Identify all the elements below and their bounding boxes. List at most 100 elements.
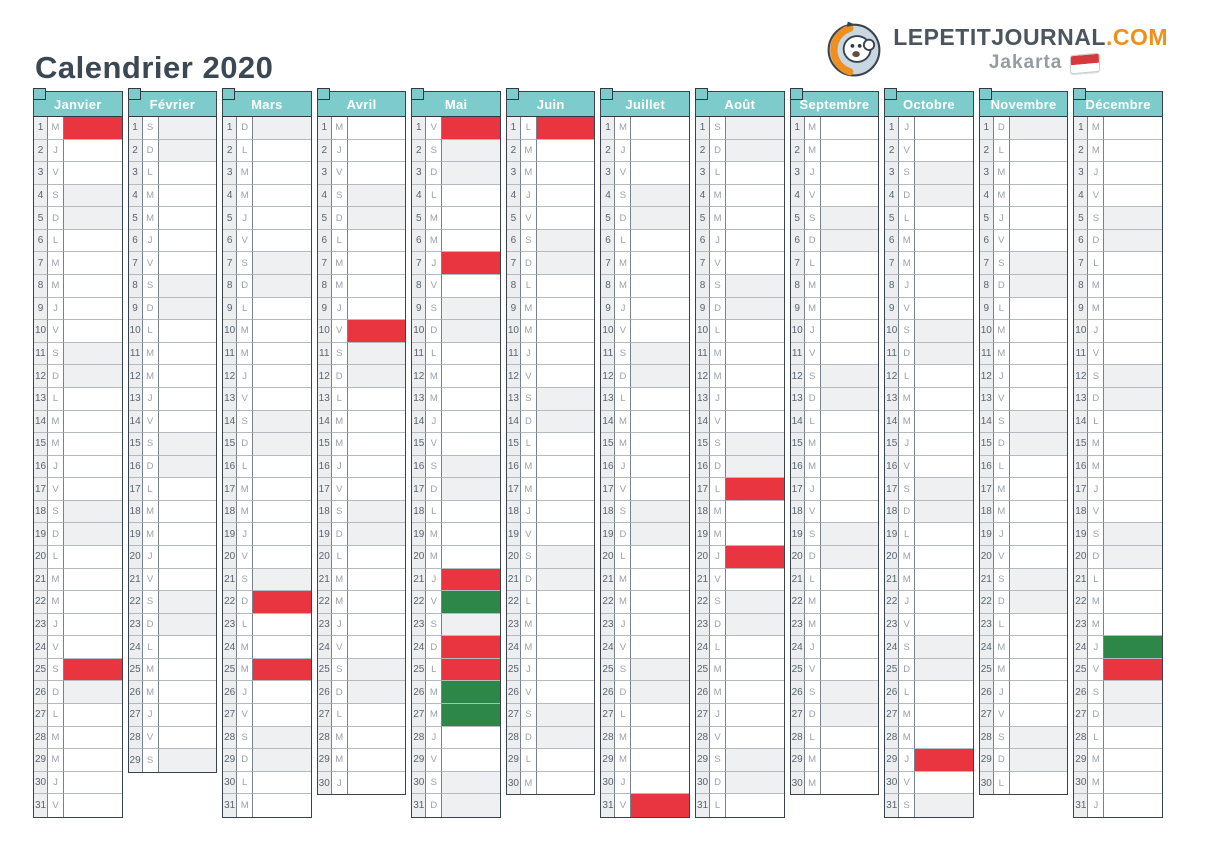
day-letter-cell: V	[993, 545, 1010, 569]
day-note-cell	[536, 252, 595, 276]
day-number-cell: 9	[223, 297, 238, 321]
day-note-cell	[1104, 320, 1162, 343]
day-note-cell	[442, 207, 500, 230]
day-letter-cell: V	[615, 794, 632, 817]
day-note-cell	[536, 749, 595, 772]
day-note-cell	[64, 568, 122, 592]
brand-logo[interactable]: LEPETITJOURNAL.COM Jakarta	[825, 20, 1168, 78]
day-letter-cell: M	[237, 500, 254, 524]
day-letter-cell: L	[993, 297, 1010, 321]
day-note-cell	[820, 117, 879, 140]
day-letter-cell: J	[520, 500, 537, 524]
day-number-cell: 15	[885, 433, 900, 456]
day-number-cell: 9	[979, 297, 994, 321]
day-note-cell	[726, 704, 784, 727]
day-number-cell: 19	[790, 523, 805, 546]
day-number-cell: 22	[34, 591, 48, 614]
day-number-cell: 20	[317, 545, 332, 569]
day-note-cell	[64, 749, 122, 772]
day-letter-cell: L	[48, 704, 64, 727]
day-number-cell: 28	[790, 726, 805, 750]
day-number-cell: 4	[412, 184, 427, 208]
day-note-cell	[726, 636, 784, 659]
day-note-cell	[536, 184, 595, 208]
day-letter-cell: M	[48, 591, 64, 614]
day-letter-cell: S	[48, 342, 64, 366]
day-number-cell: 26	[506, 681, 521, 705]
day-letter-cell: L	[1088, 568, 1105, 592]
day-note-cell	[915, 184, 973, 208]
day-note-cell	[347, 297, 406, 321]
day-number-cell: 5	[223, 207, 238, 230]
day-letter-cell: D	[710, 297, 727, 321]
day-number-cell: 30	[317, 771, 332, 795]
day-number-cell: 11	[412, 342, 427, 366]
day-note-cell	[726, 500, 784, 524]
day-number-cell: 28	[979, 726, 994, 750]
day-note-cell	[726, 568, 784, 592]
day-letter-cell: V	[993, 704, 1010, 727]
day-number-cell: 21	[317, 568, 332, 592]
day-letter-cell: D	[237, 117, 254, 140]
day-letter-cell: S	[615, 500, 632, 524]
day-letter-cell: J	[899, 275, 916, 298]
day-letter-cell: M	[615, 591, 632, 614]
day-letter-cell: L	[331, 545, 348, 569]
day-number-cell: 28	[601, 726, 616, 750]
day-note-cell	[347, 545, 406, 569]
day-note-cell	[1009, 342, 1068, 366]
day-note-cell	[347, 591, 406, 614]
day-note-cell	[442, 523, 500, 546]
day-number-cell: 22	[506, 591, 521, 614]
day-number-cell: 13	[696, 387, 711, 411]
day-note-cell	[726, 184, 784, 208]
day-note-cell	[158, 252, 217, 276]
day-letter-cell: J	[710, 387, 727, 411]
day-letter-cell: M	[237, 794, 254, 817]
day-number-cell: 26	[317, 681, 332, 705]
day-letter-cell: S	[237, 568, 254, 592]
day-letter-cell: M	[899, 545, 916, 569]
day-letter-cell: V	[710, 410, 727, 434]
day-letter-cell: V	[426, 117, 443, 140]
day-letter-cell: L	[520, 749, 537, 772]
day-letter-cell: M	[615, 749, 632, 772]
month-days: 1 D 2 L 3 M 4 M 5 J 6 V 7 S 8 D 9 L 10 M 11 M 12 J 13 V 14 S 15 D 16 L 1…	[979, 117, 1068, 795]
day-note-cell	[1104, 455, 1162, 479]
month-header: Septembre	[789, 88, 879, 117]
day-number-cell: 18	[34, 500, 48, 524]
day-letter-cell: J	[331, 139, 348, 163]
day-number-cell: 30	[885, 771, 900, 795]
day-number-cell: 18	[1074, 500, 1089, 524]
day-number-cell: 1	[885, 117, 900, 140]
day-letter-cell: L	[48, 229, 64, 253]
month-header: Juin	[505, 88, 595, 117]
day-letter-cell: V	[804, 184, 821, 208]
day-note-cell	[536, 478, 595, 501]
day-note-cell	[820, 500, 879, 524]
day-note-cell	[631, 433, 690, 456]
day-number-cell: 19	[412, 523, 427, 546]
day-number-cell: 28	[317, 726, 332, 750]
day-note-cell	[253, 681, 311, 705]
day-note-cell	[158, 545, 217, 569]
day-note-cell	[536, 658, 595, 682]
day-note-cell	[820, 433, 879, 456]
day-letter-cell: L	[142, 320, 159, 343]
day-note-cell	[64, 139, 122, 163]
day-number-cell: 25	[412, 658, 427, 682]
day-number-cell: 22	[601, 591, 616, 614]
day-letter-cell: S	[1088, 523, 1105, 546]
day-letter-cell: V	[142, 568, 159, 592]
day-note-cell	[536, 387, 595, 411]
day-note-cell	[1104, 297, 1162, 321]
day-number-cell: 21	[412, 568, 427, 592]
day-note-cell	[1104, 207, 1162, 230]
day-number-cell: 1	[601, 117, 616, 140]
day-number-cell: 16	[601, 455, 616, 479]
day-number-cell: 26	[979, 681, 994, 705]
day-note-cell	[253, 229, 311, 253]
day-number-cell: 5	[790, 207, 805, 230]
day-number-cell: 28	[128, 726, 143, 750]
day-note-cell	[536, 636, 595, 659]
